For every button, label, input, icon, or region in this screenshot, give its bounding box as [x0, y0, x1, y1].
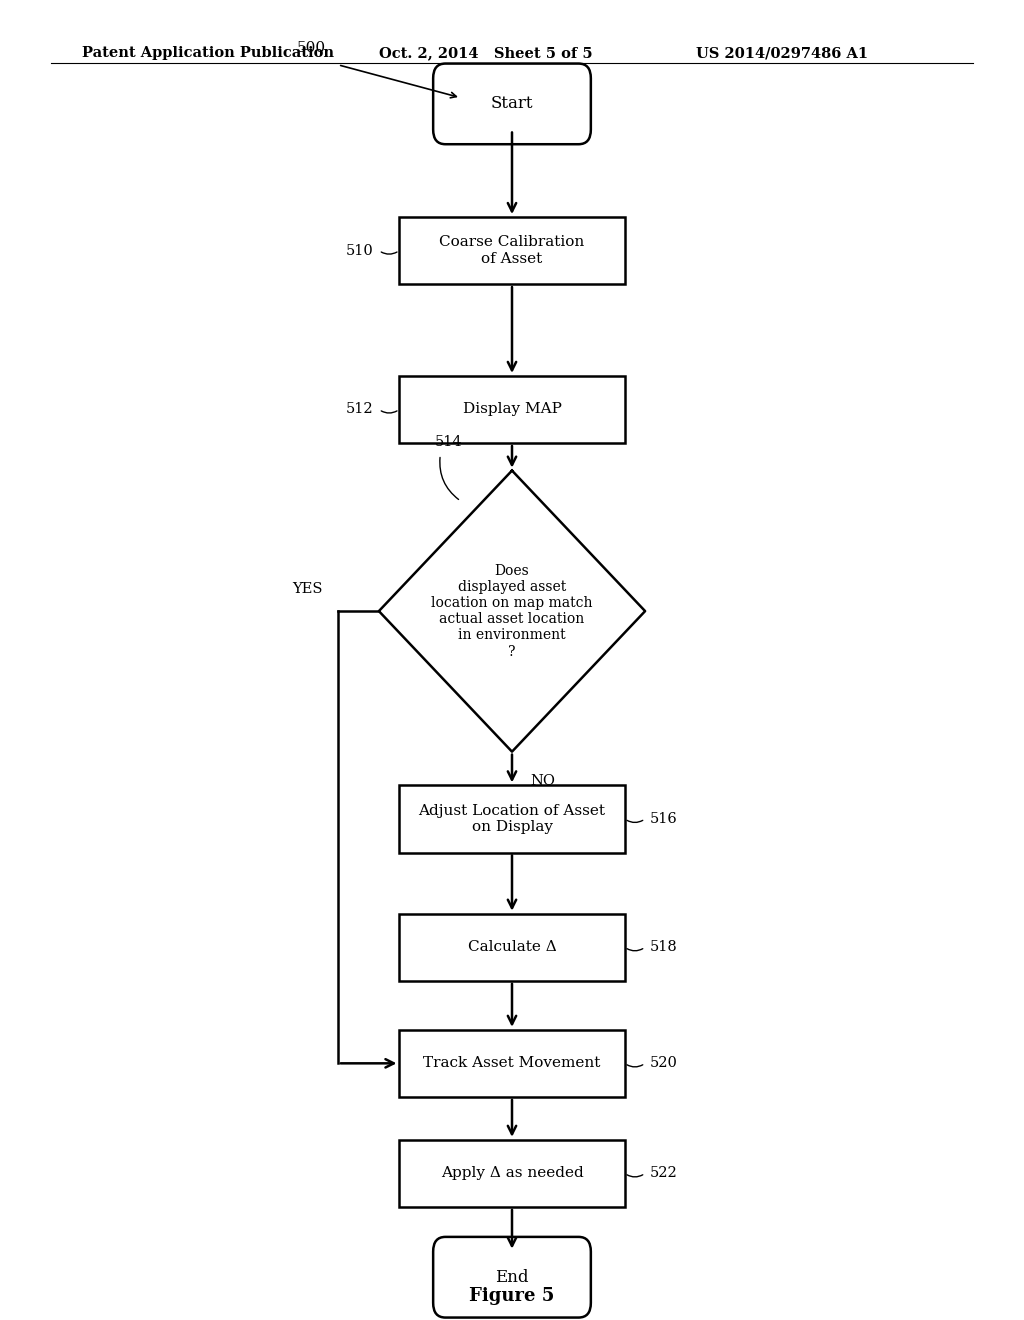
Bar — [399, 785, 625, 853]
Text: Start: Start — [490, 95, 534, 112]
Text: 514: 514 — [435, 434, 463, 449]
Text: Oct. 2, 2014   Sheet 5 of 5: Oct. 2, 2014 Sheet 5 of 5 — [379, 46, 593, 61]
Polygon shape — [379, 470, 645, 751]
Bar — [399, 1139, 625, 1206]
Bar — [399, 1030, 625, 1097]
Text: Display MAP: Display MAP — [463, 403, 561, 416]
Text: Apply Δ as needed: Apply Δ as needed — [440, 1167, 584, 1180]
Text: Calculate Δ: Calculate Δ — [468, 940, 556, 954]
Text: 518: 518 — [650, 940, 678, 954]
Text: Track Asset Movement: Track Asset Movement — [423, 1056, 601, 1071]
Text: 510: 510 — [346, 244, 374, 257]
Text: Adjust Location of Asset
on Display: Adjust Location of Asset on Display — [419, 804, 605, 834]
Bar — [399, 216, 625, 284]
Text: 516: 516 — [650, 812, 678, 826]
Text: Coarse Calibration
of Asset: Coarse Calibration of Asset — [439, 235, 585, 265]
Text: Does
displayed asset
location on map match
actual asset location
in environment
: Does displayed asset location on map mat… — [431, 564, 593, 659]
Text: 500: 500 — [297, 41, 326, 55]
Bar — [399, 913, 625, 981]
Text: YES: YES — [292, 582, 323, 597]
Text: Figure 5: Figure 5 — [469, 1287, 555, 1305]
Text: End: End — [496, 1269, 528, 1286]
Text: US 2014/0297486 A1: US 2014/0297486 A1 — [696, 46, 868, 61]
FancyBboxPatch shape — [433, 1237, 591, 1317]
FancyBboxPatch shape — [433, 63, 591, 144]
Text: 512: 512 — [346, 403, 374, 416]
Text: 520: 520 — [650, 1056, 678, 1071]
Text: Patent Application Publication: Patent Application Publication — [82, 46, 334, 61]
Text: NO: NO — [530, 774, 555, 788]
Bar — [399, 376, 625, 444]
Text: 522: 522 — [650, 1167, 678, 1180]
